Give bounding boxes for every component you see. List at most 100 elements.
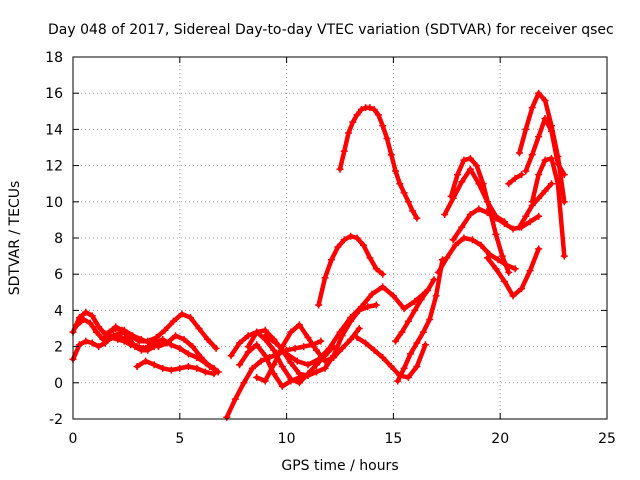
- y-tick-label: 18: [45, 50, 63, 66]
- data-point: [372, 265, 380, 273]
- data-point: [99, 335, 107, 343]
- data-point: [511, 265, 519, 273]
- data-point: [355, 325, 363, 332]
- data-point: [287, 359, 295, 367]
- data-point: [400, 305, 408, 313]
- data-point: [248, 364, 256, 372]
- data-point: [304, 372, 312, 380]
- data-point: [353, 334, 361, 342]
- data-point: [353, 234, 361, 242]
- data-point: [441, 210, 449, 218]
- data-point: [492, 265, 500, 273]
- data-point: [214, 368, 222, 376]
- data-point: [347, 335, 355, 343]
- series-arc-20: [447, 154, 513, 276]
- data-point: [295, 321, 303, 329]
- data-point: [387, 151, 395, 159]
- data-point: [278, 382, 286, 390]
- data-point: [522, 167, 530, 175]
- data-point: [511, 174, 519, 182]
- data-point: [347, 232, 355, 240]
- data-point: [283, 350, 291, 358]
- series-arc-18: [434, 234, 519, 276]
- data-point: [321, 357, 329, 365]
- series-arc-11: [253, 321, 363, 385]
- data-point: [473, 162, 481, 170]
- data-point: [383, 134, 391, 142]
- gridlines: [73, 57, 607, 419]
- data-point: [152, 334, 160, 342]
- data-point: [253, 341, 261, 349]
- data-point: [392, 167, 400, 175]
- data-point: [227, 352, 235, 360]
- data-point: [300, 343, 308, 351]
- data-point: [449, 236, 457, 244]
- data-point: [357, 105, 365, 113]
- data-point: [443, 254, 451, 262]
- data-point: [357, 303, 365, 311]
- data-point: [413, 339, 421, 347]
- data-point: [340, 147, 348, 155]
- data-point: [92, 328, 100, 336]
- data-point: [315, 355, 323, 363]
- data-point: [150, 361, 158, 369]
- data-point: [404, 317, 412, 325]
- data-point: [522, 125, 530, 133]
- y-tick-label: 2: [54, 340, 63, 356]
- series-trace: [517, 181, 554, 230]
- data-point: [112, 325, 120, 332]
- series-trace: [104, 326, 221, 375]
- data-point: [88, 339, 96, 347]
- data-point: [379, 283, 387, 291]
- data-point: [479, 180, 487, 188]
- data-point: [392, 337, 400, 345]
- data-point: [362, 339, 370, 347]
- data-point: [460, 156, 468, 164]
- data-point: [101, 339, 109, 347]
- series-arc-26: [528, 154, 568, 260]
- data-point: [334, 243, 342, 251]
- data-point: [315, 301, 323, 309]
- data-point: [180, 335, 188, 343]
- data-point: [400, 364, 408, 372]
- data-point: [460, 234, 468, 242]
- data-point: [201, 368, 209, 376]
- data-point: [509, 292, 517, 300]
- data-point: [330, 353, 338, 361]
- data-point: [432, 292, 440, 300]
- data-point: [500, 220, 508, 228]
- data-point: [483, 209, 491, 217]
- data-point: [379, 270, 387, 278]
- data-point: [547, 154, 555, 162]
- data-point: [161, 326, 169, 334]
- data-point: [515, 149, 523, 157]
- data-point: [379, 353, 387, 361]
- data-point: [80, 315, 88, 323]
- data-point: [163, 339, 171, 347]
- data-series: [69, 89, 568, 421]
- data-point: [287, 328, 295, 336]
- data-point: [210, 370, 218, 378]
- data-point: [291, 344, 299, 352]
- data-point: [541, 115, 549, 123]
- x-tick-label: 10: [278, 431, 296, 447]
- data-point: [73, 321, 81, 329]
- data-point: [411, 297, 419, 305]
- data-point: [340, 236, 348, 244]
- series-trace: [134, 358, 217, 377]
- series-arc-27: [515, 180, 555, 231]
- data-point: [159, 364, 167, 372]
- data-point: [189, 343, 197, 351]
- data-point: [304, 361, 312, 369]
- data-point: [95, 343, 103, 351]
- data-point: [167, 341, 175, 349]
- data-point: [387, 363, 395, 371]
- data-point: [554, 180, 562, 188]
- y-tick-label: -2: [49, 412, 63, 428]
- data-point: [293, 357, 301, 365]
- data-point: [327, 256, 335, 264]
- data-point: [560, 198, 568, 206]
- data-point: [492, 230, 500, 238]
- series-trace: [529, 156, 567, 259]
- series-trace: [442, 166, 507, 224]
